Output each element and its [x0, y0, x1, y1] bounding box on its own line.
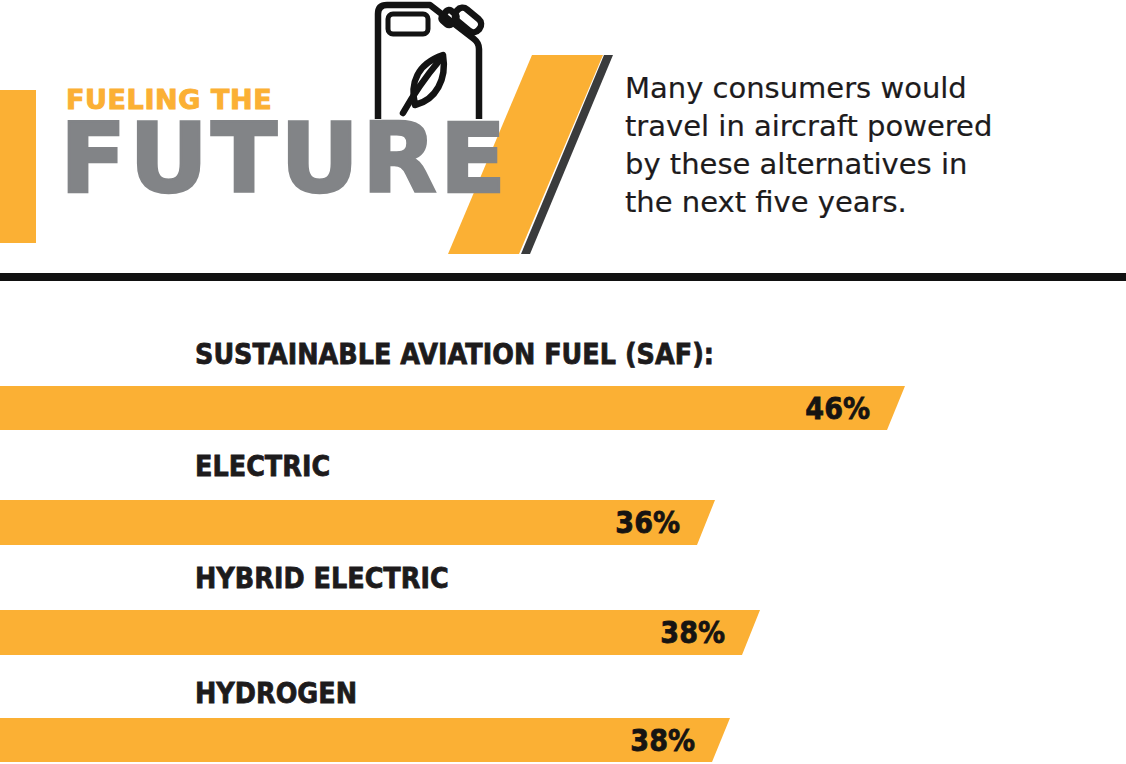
canister-window [388, 14, 428, 34]
left-accent-bar [0, 90, 36, 243]
description-text: Many consumers would travel in aircraft … [625, 69, 1045, 221]
bar-value-label: 38% [73, 610, 726, 655]
bar: 46% [0, 386, 907, 430]
page-title: FUTURE [60, 110, 509, 207]
bar-category-label: ELECTRIC [195, 452, 330, 481]
bar-value-label: 46% [87, 386, 870, 430]
bar: 38% [0, 610, 762, 655]
bar-category-label: SUSTAINABLE AVIATION FUEL (SAF): [195, 340, 714, 369]
bar: 36% [0, 500, 717, 545]
bar-value-label: 36% [68, 500, 680, 545]
infographic-page: FUELING THE FUTURE Many consumers would … [0, 0, 1126, 764]
divider-line [0, 273, 1126, 281]
bar-category-label: HYBRID ELECTRIC [195, 564, 449, 593]
bar: 38% [0, 718, 732, 762]
bar-category-label: HYDROGEN [195, 679, 357, 708]
canister-cap [452, 5, 484, 35]
bar-value-label: 38% [70, 718, 696, 762]
